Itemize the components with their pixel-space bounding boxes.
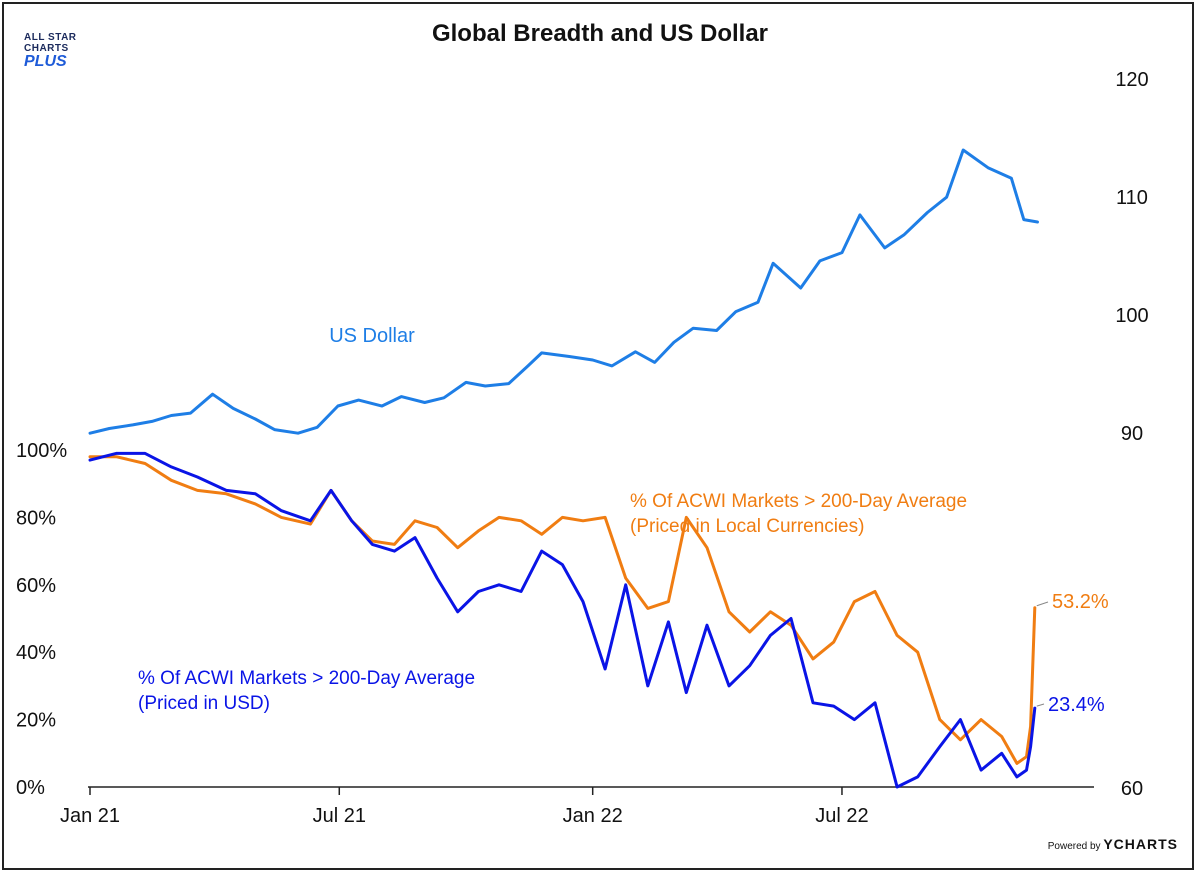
logo-line-1: ALL STAR [24,32,77,43]
y-left-tick-label: 60% [16,575,56,597]
logo-line-2: CHARTS [24,43,69,54]
y-right-tick-label: 90 [1121,423,1143,445]
chart-title: Global Breadth and US Dollar [431,20,769,47]
usd-breadth-series-label: % Of ACWI Markets > 200-Day Average [138,668,475,689]
y-left-tick-label: 0% [16,777,45,799]
chart-svg: Jan 21 Jul 21 Jan 22 Jul 22 0% 20% 40% 60% 80% 10… [16,69,1149,827]
y-right-tick-label: 100 [1115,305,1148,327]
local-end-leader [1036,601,1049,607]
x-tick-label: Jul 22 [815,805,868,827]
local-breadth-series-sublabel: (Priced in Local Currencies) [630,516,864,537]
local-currency-breadth-line [88,455,1037,765]
x-tick-label: Jan 21 [60,805,120,827]
ycharts-logo: YCHARTS [1103,836,1178,852]
series-layer [88,148,1039,789]
allstarcharts-logo: ALL STAR CHARTS PLUS [24,32,104,70]
us-dollar-series-label: US Dollar [329,325,415,347]
y-right-tick-label: 110 [1116,187,1148,209]
powered-by-text: Powered by [1047,841,1101,852]
usd-end-value-label: 23.4% [1048,694,1105,716]
usd-priced-breadth-line [88,451,1037,789]
local-breadth-series-label: % Of ACWI Markets > 200-Day Average [630,491,967,512]
powered-by-ycharts: Powered by YCHARTS [1048,836,1178,852]
us-dollar-line [88,148,1039,435]
annotation-layer: US Dollar % Of ACWI Markets > 200-Day Ave… [138,325,1109,716]
y-left-tick-label: 80% [16,507,56,529]
x-tick-label: Jul 21 [313,805,366,827]
y-left-tick-label: 20% [16,710,56,732]
ticks-group: Jan 21 Jul 21 Jan 22 Jul 22 0% 20% 40% 60% 80% 10… [16,69,1149,827]
y-right-tick-label: 60 [1121,778,1143,800]
y-left-tick-label: 100% [16,440,67,462]
usd-breadth-series-sublabel: (Priced in USD) [138,693,270,714]
usd-end-leader [1036,703,1045,707]
logo-line-3: PLUS [24,53,67,70]
y-right-tick-label: 120 [1115,69,1148,91]
x-tick-label: Jan 22 [563,805,623,827]
y-left-tick-label: 40% [16,642,56,664]
local-end-value-label: 53.2% [1052,591,1109,613]
